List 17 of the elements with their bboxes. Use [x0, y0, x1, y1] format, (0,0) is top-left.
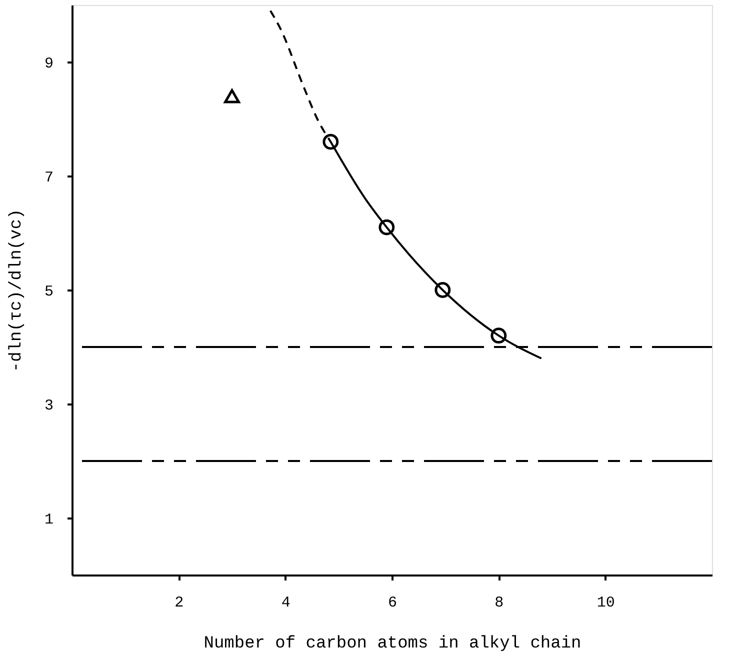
point	[434, 282, 451, 298]
y-tick-label: 1	[44, 512, 54, 528]
x-axis-title: Number of carbon atoms in alkyl chain	[204, 634, 582, 654]
x-tick-label: 6	[388, 594, 398, 612]
y-tick-label: 5	[44, 284, 54, 300]
x-tick-label: 8	[494, 594, 504, 612]
point	[490, 328, 507, 344]
point	[378, 219, 395, 236]
y-tick-label: 3	[44, 398, 54, 414]
x-tick-label: 10	[596, 594, 615, 612]
point	[322, 134, 339, 150]
y-axis-title: -dln(τc)/dln(vc)	[8, 208, 26, 372]
x-tick-label: 2	[174, 594, 184, 612]
y-tick-label: 7	[44, 170, 54, 186]
x-tick-label: 4	[281, 594, 290, 612]
point	[224, 89, 240, 104]
y-tick-label: 9	[44, 56, 54, 72]
